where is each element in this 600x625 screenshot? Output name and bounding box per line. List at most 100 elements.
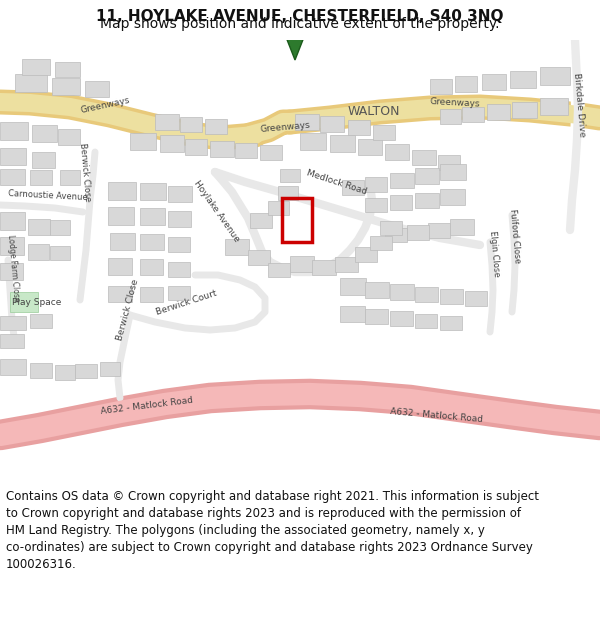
Bar <box>108 286 132 302</box>
Bar <box>365 282 389 298</box>
Bar <box>30 170 52 185</box>
Polygon shape <box>284 32 306 60</box>
Bar <box>50 220 70 235</box>
Bar <box>15 74 47 92</box>
Bar <box>280 169 300 182</box>
Text: Birkdale Drive: Birkdale Drive <box>572 72 587 137</box>
Text: Lodge Farm Close: Lodge Farm Close <box>6 234 21 302</box>
Text: Contains OS data © Crown copyright and database right 2021. This information is : Contains OS data © Crown copyright and d… <box>6 490 539 571</box>
Text: Hoylake Avenue: Hoylake Avenue <box>192 179 241 244</box>
Bar <box>465 291 487 306</box>
Bar <box>55 62 80 77</box>
Bar <box>355 247 377 262</box>
Bar <box>282 198 312 242</box>
Bar <box>168 237 190 252</box>
Bar <box>312 260 336 275</box>
Bar <box>430 79 452 94</box>
Text: Berwick Close: Berwick Close <box>78 142 92 202</box>
Bar <box>160 135 184 152</box>
Bar <box>30 314 52 328</box>
Bar <box>365 198 387 212</box>
Text: Berwick Court: Berwick Court <box>155 289 218 317</box>
Bar <box>268 263 290 277</box>
Bar <box>415 287 438 302</box>
Bar <box>428 223 450 238</box>
Bar <box>390 173 414 188</box>
Bar <box>185 139 207 155</box>
Bar <box>0 212 25 230</box>
Bar <box>140 183 166 200</box>
Text: Fulford Close: Fulford Close <box>508 209 522 264</box>
Text: Play Space: Play Space <box>12 298 61 307</box>
Bar <box>290 256 314 272</box>
Bar <box>415 193 439 208</box>
Bar <box>75 364 97 378</box>
Bar <box>0 122 28 140</box>
Bar <box>438 155 460 170</box>
Bar <box>0 148 26 165</box>
Bar <box>440 316 462 330</box>
Bar <box>140 259 163 275</box>
Bar <box>380 221 402 235</box>
Bar <box>540 67 570 85</box>
Text: WALTON: WALTON <box>348 105 401 118</box>
Bar <box>108 182 136 200</box>
Text: Greenways: Greenways <box>430 98 481 109</box>
Bar <box>60 170 80 185</box>
Bar <box>412 150 436 165</box>
Bar <box>340 278 366 295</box>
Bar <box>32 152 55 168</box>
Bar <box>140 234 164 250</box>
Bar <box>415 168 439 184</box>
Bar <box>30 363 52 378</box>
Text: Map shows position and indicative extent of the property.: Map shows position and indicative extent… <box>100 18 500 31</box>
Bar <box>58 129 80 145</box>
Bar <box>85 81 109 97</box>
Text: Greenways: Greenways <box>80 96 131 115</box>
Bar <box>415 314 437 328</box>
Text: Greenways: Greenways <box>260 121 311 134</box>
Bar <box>512 102 537 118</box>
Bar <box>385 228 407 242</box>
Bar <box>248 250 270 265</box>
Bar <box>140 208 165 225</box>
Bar <box>348 120 370 135</box>
Bar <box>10 292 38 312</box>
Text: Berwick Close: Berwick Close <box>115 279 140 342</box>
Text: A632 - Matlock Road: A632 - Matlock Road <box>100 396 193 416</box>
Bar <box>440 189 465 205</box>
Bar <box>330 135 355 152</box>
Text: 11, HOYLAKE AVENUE, CHESTERFIELD, S40 3NQ: 11, HOYLAKE AVENUE, CHESTERFIELD, S40 3N… <box>96 9 504 24</box>
Bar <box>110 233 135 250</box>
Bar <box>365 309 388 324</box>
Bar <box>320 116 344 132</box>
Bar <box>250 213 272 228</box>
Bar <box>55 365 75 380</box>
Bar <box>210 141 234 157</box>
Bar <box>52 78 80 95</box>
Bar <box>28 244 49 260</box>
Bar <box>340 306 365 322</box>
Bar <box>0 169 25 185</box>
Bar <box>540 98 568 115</box>
Text: A632 - Matlock Road: A632 - Matlock Road <box>390 407 484 424</box>
Bar <box>260 145 282 160</box>
Bar <box>385 144 409 160</box>
Bar <box>32 125 57 142</box>
Bar <box>180 117 202 132</box>
Bar <box>235 143 257 158</box>
Bar <box>0 263 23 280</box>
Bar <box>168 286 190 300</box>
Bar <box>440 289 463 304</box>
Bar <box>365 177 387 192</box>
Bar <box>0 237 24 255</box>
Bar <box>130 133 156 150</box>
Bar <box>225 239 249 255</box>
Bar <box>168 211 191 227</box>
Bar <box>108 207 134 225</box>
Bar <box>140 287 163 302</box>
Bar <box>205 119 227 134</box>
Bar <box>300 133 326 150</box>
Bar <box>455 76 477 92</box>
Bar <box>407 225 429 240</box>
